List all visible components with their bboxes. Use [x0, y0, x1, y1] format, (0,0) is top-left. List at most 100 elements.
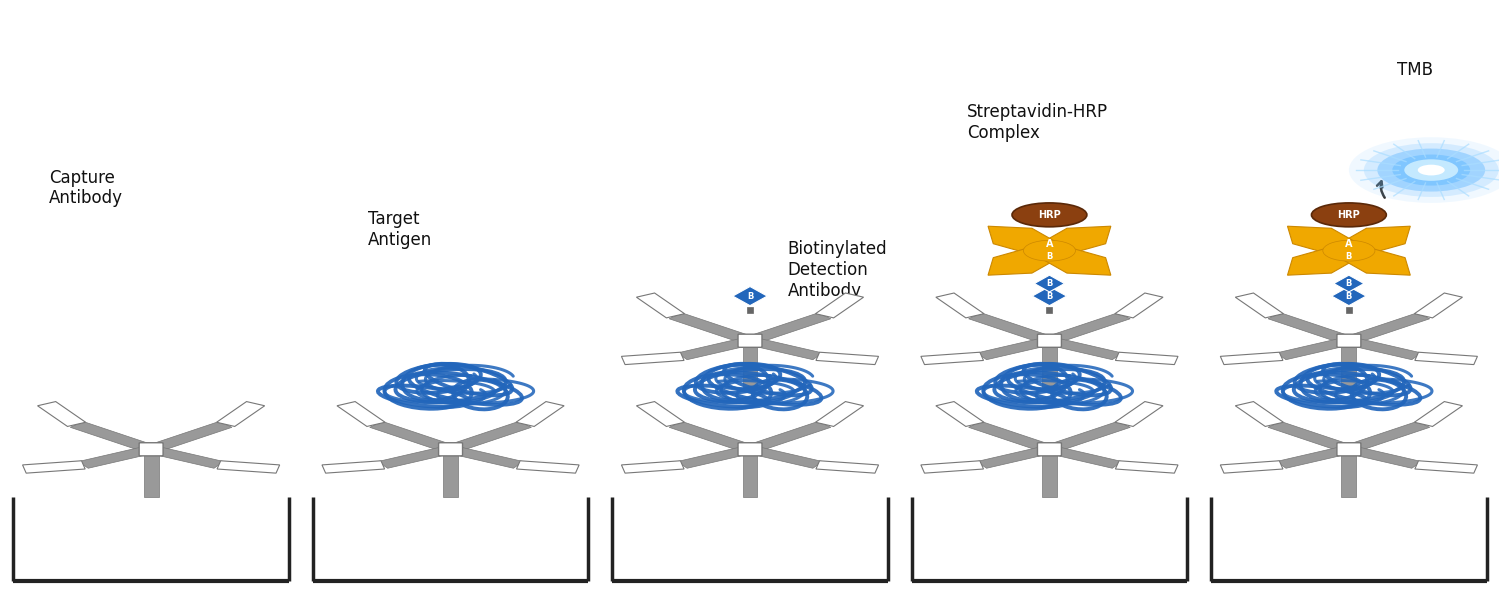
Polygon shape	[146, 446, 224, 468]
Polygon shape	[70, 421, 158, 452]
Text: B: B	[1047, 292, 1053, 301]
Circle shape	[1392, 155, 1470, 185]
Polygon shape	[746, 446, 822, 468]
Polygon shape	[1035, 275, 1065, 292]
Polygon shape	[988, 226, 1062, 256]
Polygon shape	[742, 341, 758, 389]
Polygon shape	[1236, 401, 1284, 427]
Polygon shape	[1044, 337, 1122, 359]
Polygon shape	[516, 401, 564, 427]
Polygon shape	[1044, 446, 1122, 468]
Polygon shape	[1341, 341, 1356, 389]
Polygon shape	[378, 446, 456, 468]
Polygon shape	[678, 337, 754, 359]
Polygon shape	[816, 293, 864, 318]
Polygon shape	[1221, 352, 1282, 365]
Circle shape	[1377, 149, 1485, 191]
Polygon shape	[744, 421, 831, 452]
FancyBboxPatch shape	[1336, 334, 1360, 347]
FancyBboxPatch shape	[1336, 443, 1360, 456]
Polygon shape	[144, 449, 159, 497]
Polygon shape	[1344, 337, 1422, 359]
Polygon shape	[217, 461, 279, 473]
Polygon shape	[816, 401, 864, 427]
Polygon shape	[516, 461, 579, 473]
Polygon shape	[322, 461, 384, 473]
Ellipse shape	[1013, 203, 1088, 227]
Text: HRP: HRP	[1038, 210, 1060, 220]
Circle shape	[1364, 143, 1498, 197]
Polygon shape	[636, 401, 684, 427]
Circle shape	[1418, 164, 1444, 175]
Polygon shape	[22, 461, 86, 473]
Circle shape	[1323, 241, 1376, 261]
FancyBboxPatch shape	[140, 443, 164, 456]
Polygon shape	[1346, 307, 1352, 313]
Polygon shape	[1236, 293, 1284, 318]
Polygon shape	[369, 421, 458, 452]
FancyBboxPatch shape	[738, 334, 762, 347]
Polygon shape	[1414, 401, 1462, 427]
Ellipse shape	[1311, 203, 1386, 227]
Polygon shape	[678, 446, 754, 468]
Polygon shape	[1344, 446, 1422, 468]
Polygon shape	[1268, 313, 1354, 344]
Polygon shape	[669, 421, 756, 452]
Polygon shape	[988, 245, 1062, 275]
Polygon shape	[1332, 287, 1366, 305]
Polygon shape	[1042, 449, 1058, 497]
Polygon shape	[338, 401, 386, 427]
Polygon shape	[1336, 245, 1410, 275]
Polygon shape	[669, 313, 756, 344]
Polygon shape	[1276, 446, 1354, 468]
Polygon shape	[444, 421, 531, 452]
Polygon shape	[1036, 226, 1112, 256]
Polygon shape	[38, 401, 86, 427]
Polygon shape	[1114, 401, 1162, 427]
Circle shape	[1023, 241, 1076, 261]
Polygon shape	[636, 293, 684, 318]
Polygon shape	[1042, 341, 1058, 389]
Text: Streptavidin-HRP
Complex: Streptavidin-HRP Complex	[968, 103, 1108, 142]
Polygon shape	[1342, 421, 1430, 452]
Polygon shape	[1341, 449, 1356, 497]
Polygon shape	[146, 421, 232, 452]
Text: Target
Antigen: Target Antigen	[368, 211, 432, 249]
Text: TMB: TMB	[1396, 61, 1432, 79]
Polygon shape	[936, 293, 984, 318]
Polygon shape	[1116, 461, 1178, 473]
FancyBboxPatch shape	[1038, 443, 1062, 456]
Polygon shape	[936, 401, 984, 427]
Polygon shape	[1268, 421, 1354, 452]
Text: B: B	[1346, 292, 1352, 301]
Polygon shape	[1276, 337, 1354, 359]
Polygon shape	[747, 307, 753, 313]
Polygon shape	[1042, 313, 1131, 344]
Polygon shape	[969, 313, 1056, 344]
Polygon shape	[1342, 313, 1430, 344]
Polygon shape	[1414, 352, 1478, 365]
Text: B: B	[1346, 253, 1352, 262]
Polygon shape	[621, 352, 684, 365]
Text: B: B	[1346, 279, 1352, 288]
Polygon shape	[976, 446, 1054, 468]
Polygon shape	[746, 337, 822, 359]
FancyBboxPatch shape	[1038, 334, 1062, 347]
Text: Capture
Antibody: Capture Antibody	[50, 169, 123, 208]
Polygon shape	[1042, 421, 1131, 452]
Polygon shape	[1036, 245, 1112, 275]
Polygon shape	[621, 461, 684, 473]
Polygon shape	[1287, 245, 1362, 275]
FancyBboxPatch shape	[738, 443, 762, 456]
Polygon shape	[816, 352, 879, 365]
Polygon shape	[1287, 226, 1362, 256]
Polygon shape	[1047, 307, 1053, 313]
Text: HRP: HRP	[1338, 210, 1360, 220]
Polygon shape	[816, 461, 879, 473]
Text: A: A	[1346, 239, 1353, 250]
Polygon shape	[1414, 461, 1478, 473]
Polygon shape	[1221, 461, 1282, 473]
Polygon shape	[969, 421, 1056, 452]
Polygon shape	[1032, 287, 1066, 305]
Polygon shape	[216, 401, 264, 427]
